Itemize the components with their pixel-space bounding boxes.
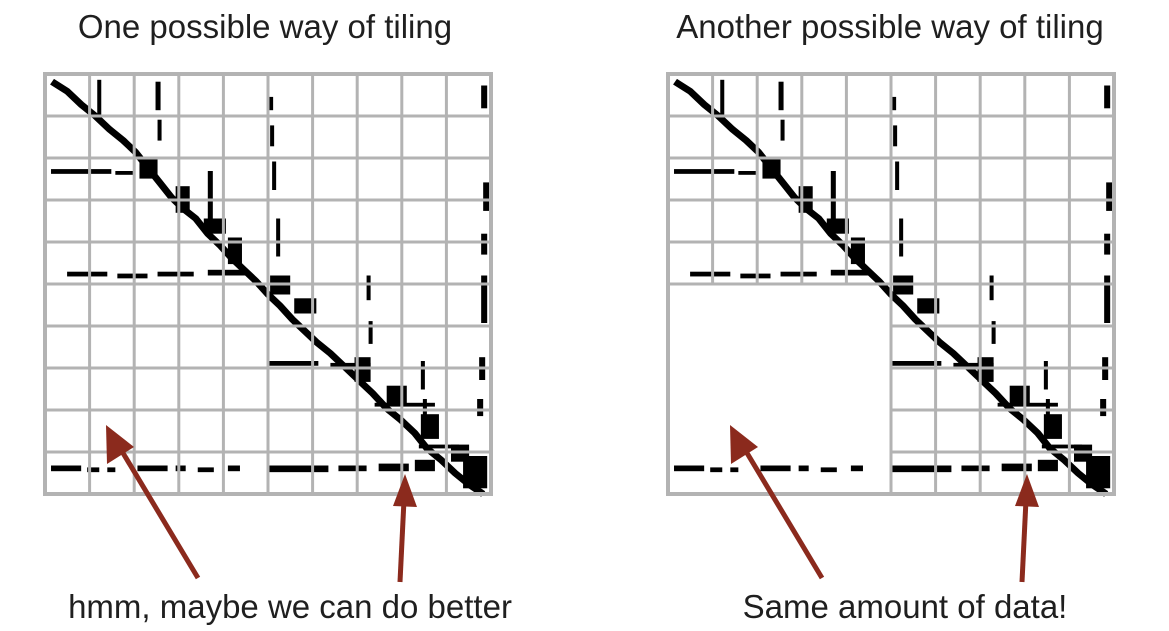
arrows — [106, 425, 1039, 583]
left-panel-caption: hmm, maybe we can do better — [68, 588, 512, 625]
right-panel-caption: Same amount of data! — [742, 588, 1068, 625]
right-arrow-1 — [741, 446, 825, 580]
right-matrix — [666, 72, 1116, 496]
right-tile-grid — [666, 72, 1116, 496]
left-matrix — [43, 72, 493, 496]
left-panel-title: One possible way of tiling — [77, 8, 453, 45]
left-arrow-1 — [117, 446, 201, 580]
left-tile-grid — [43, 72, 493, 496]
right-arrow-2 — [1019, 499, 1029, 583]
right-panel-title: Another possible way of tiling — [676, 8, 1104, 45]
left-arrow-2 — [397, 499, 407, 583]
